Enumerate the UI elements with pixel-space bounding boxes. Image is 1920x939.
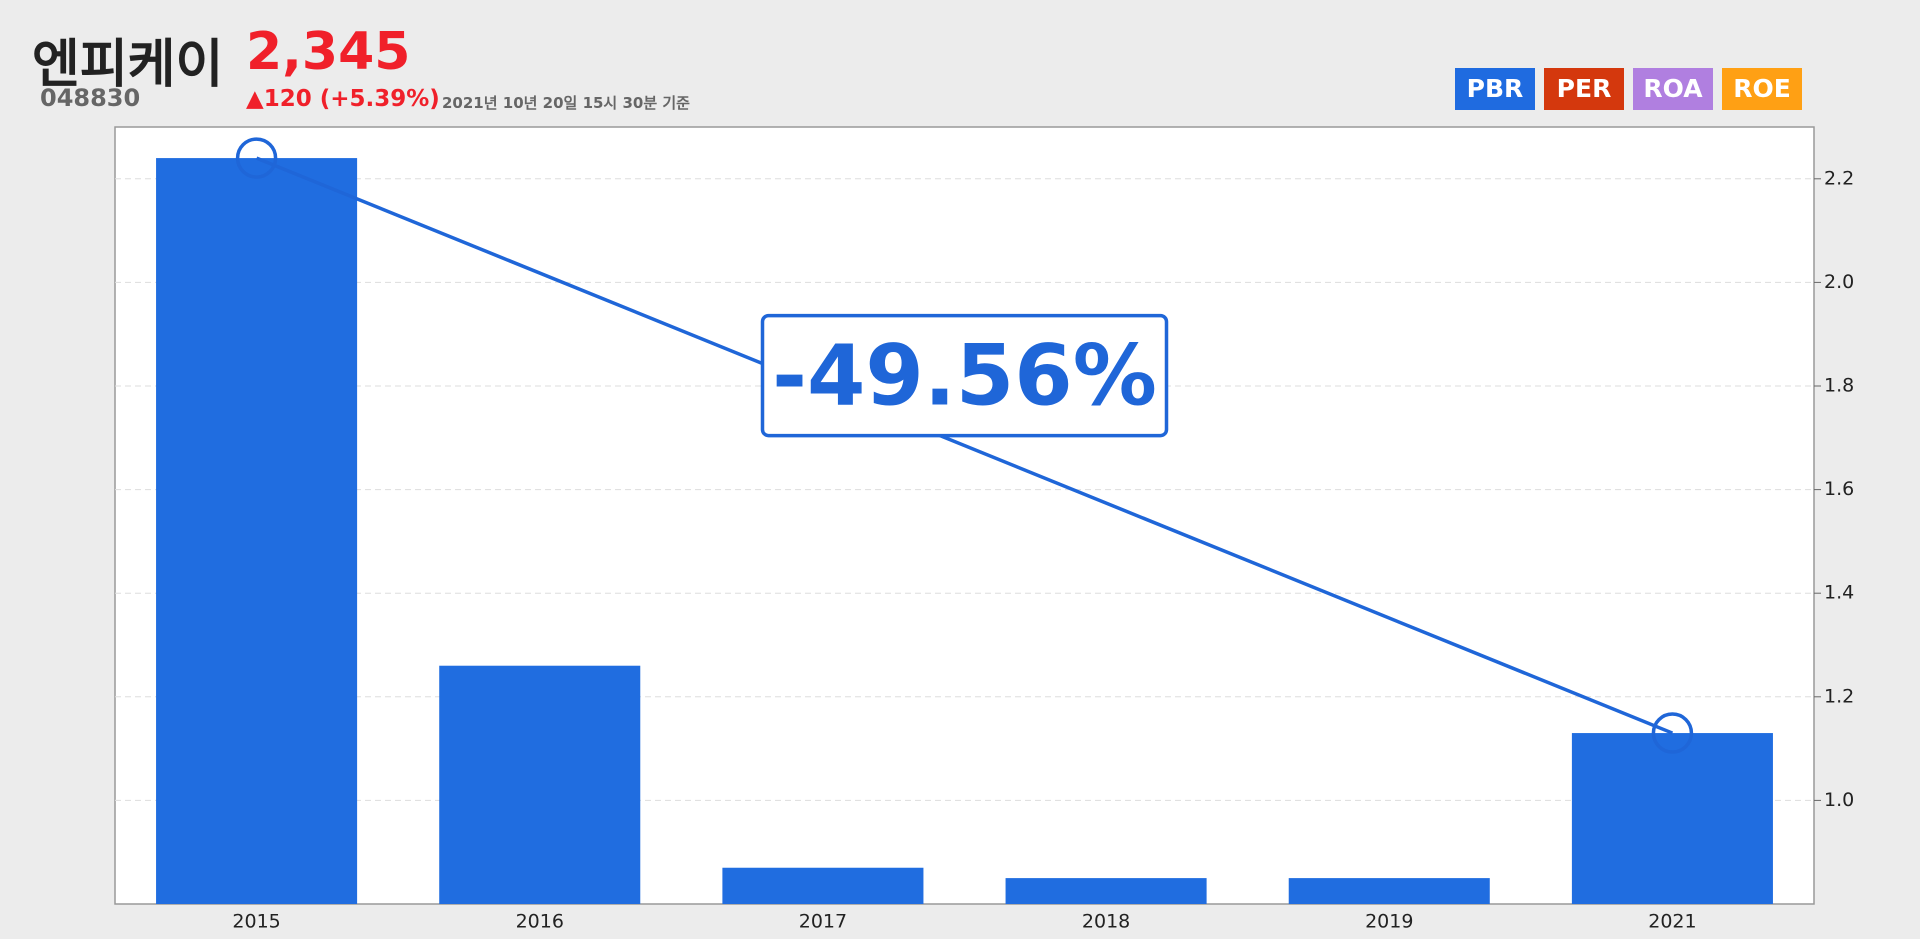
y-tick-label: 1.0 <box>1824 789 1854 811</box>
y-tick-label: 1.8 <box>1824 375 1854 397</box>
bar <box>156 158 358 904</box>
plot-area <box>114 126 1815 905</box>
stock-code: 048830 <box>40 84 141 112</box>
x-tick-label: 2015 <box>232 911 280 933</box>
change-point <box>1651 712 1694 754</box>
y-tick-label: 2.0 <box>1824 271 1854 293</box>
metric-button[interactable]: ROE <box>1722 68 1802 110</box>
x-tick-label: 2019 <box>1365 911 1413 933</box>
y-tick-label: 1.2 <box>1824 685 1854 707</box>
metric-button[interactable]: ROA <box>1633 68 1713 110</box>
metric-button[interactable]: PER <box>1544 68 1624 110</box>
y-tick-label: 1.6 <box>1824 478 1854 500</box>
bar <box>722 867 924 904</box>
y-tick-label: 2.2 <box>1824 167 1854 189</box>
change-line <box>255 156 1674 735</box>
annotation: -49.56% <box>772 327 1157 425</box>
stock-name: 엔피케이 <box>32 35 224 95</box>
date: 2021년 10년 20일 15시 30분 기준 <box>442 94 690 112</box>
bar <box>1005 878 1207 904</box>
metric-button[interactable]: PBR <box>1455 68 1535 110</box>
x-tick-label: 2018 <box>1082 911 1130 933</box>
x-tick-label: 2016 <box>516 911 564 933</box>
bar <box>1571 733 1773 904</box>
change: ▲120 (+5.39%) <box>246 86 440 112</box>
change-point <box>235 137 278 179</box>
annotation-box <box>760 313 1169 438</box>
x-tick-label: 2017 <box>799 911 847 933</box>
price: 2,345 <box>246 22 411 82</box>
y-tick-label: 1.4 <box>1824 582 1854 604</box>
x-tick-label: 2021 <box>1648 911 1696 933</box>
bar <box>439 665 641 904</box>
bar <box>1288 878 1490 904</box>
